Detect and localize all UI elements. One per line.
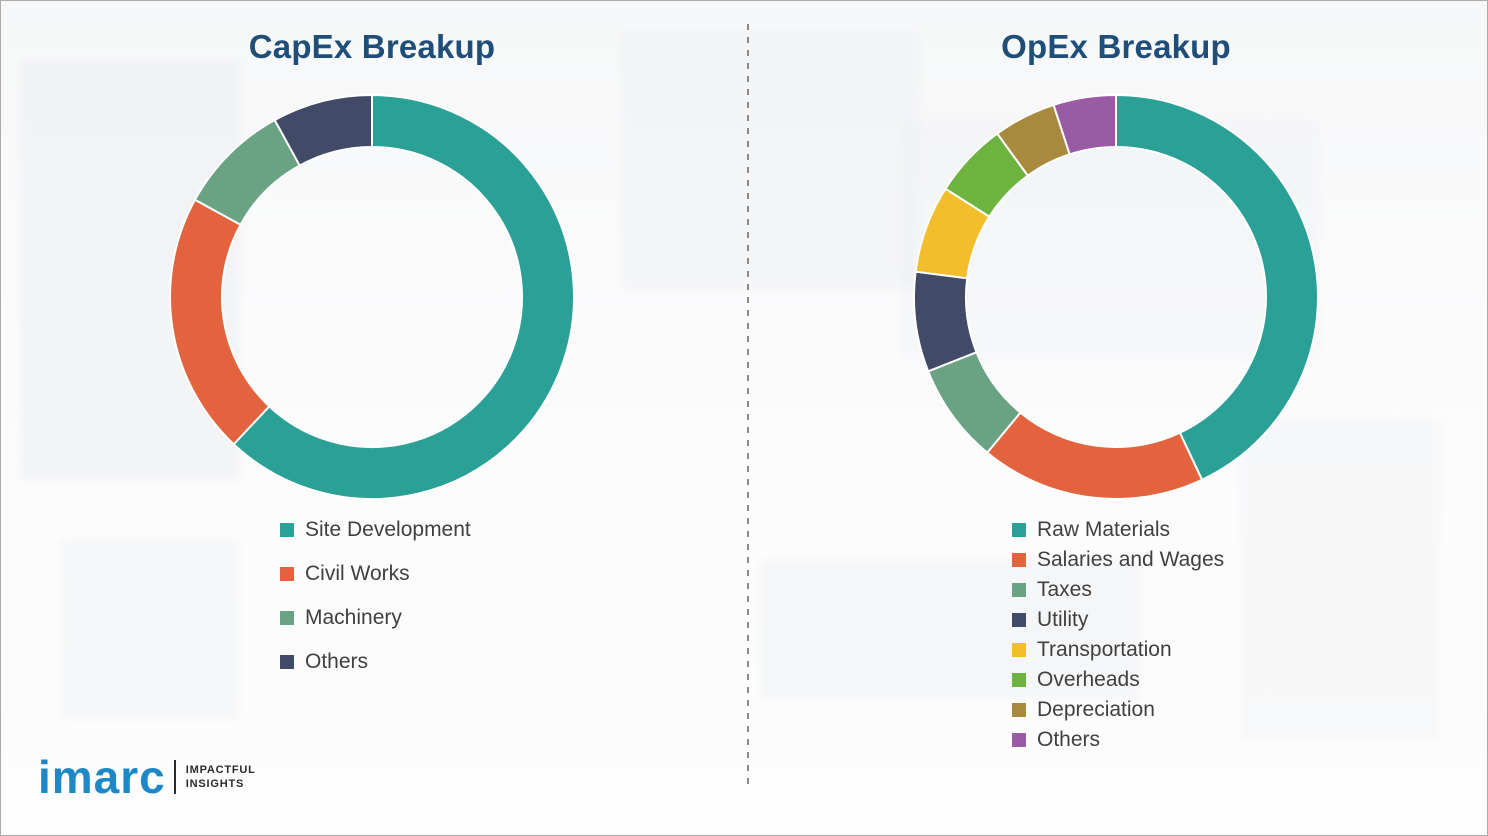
legend-item: Others bbox=[280, 650, 471, 674]
capex-legend: Site Development Civil Works Machinery Othe… bbox=[280, 518, 471, 694]
logo-tagline-line1: IMPACTFUL bbox=[185, 764, 256, 776]
legend-marker bbox=[280, 611, 294, 625]
legend-marker bbox=[1012, 583, 1026, 597]
capex-donut-wrap bbox=[165, 90, 579, 504]
donut-segment-site-development bbox=[232, 93, 575, 500]
legend-marker bbox=[1012, 733, 1026, 747]
donut-segment-others bbox=[273, 93, 373, 167]
capex-panel: CapEx Breakup Site Development Civil Work… bbox=[165, 28, 579, 694]
legend-marker bbox=[280, 523, 294, 537]
legend-item: Depreciation bbox=[1012, 698, 1224, 722]
imarc-wordmark: imarc bbox=[38, 751, 166, 803]
legend-marker bbox=[1012, 553, 1026, 567]
logo-separator bbox=[173, 760, 176, 794]
donut-segment-salaries-and-wages bbox=[985, 411, 1204, 500]
donut-segment-utility bbox=[913, 270, 978, 373]
legend-marker bbox=[280, 567, 294, 581]
legend-item: Transportation bbox=[1012, 638, 1224, 662]
legend-marker bbox=[1012, 673, 1026, 687]
legend-item-label: Salaries and Wages bbox=[1037, 548, 1225, 571]
donut-segment-civil-works bbox=[169, 198, 271, 446]
legend-item-label: Others bbox=[305, 650, 369, 673]
legend-item: Site Development bbox=[280, 518, 471, 542]
legend-item: Salaries and Wages bbox=[1012, 548, 1224, 572]
legend-marker bbox=[280, 655, 294, 669]
legend-marker bbox=[1012, 523, 1026, 537]
legend-marker bbox=[1012, 643, 1026, 657]
opex-donut-wrap bbox=[909, 90, 1323, 504]
legend-item: Taxes bbox=[1012, 578, 1224, 602]
legend-item-label: Others bbox=[1037, 728, 1101, 751]
opex-chart-title: OpEx Breakup bbox=[1001, 28, 1231, 65]
imarc-logo: imarc IMPACTFUL INSIGHTS bbox=[38, 754, 256, 800]
logo-tagline: IMPACTFUL INSIGHTS bbox=[186, 763, 256, 791]
logo-tagline-line2: INSIGHTS bbox=[185, 778, 245, 790]
opex-panel: OpEx Breakup Raw Materials Salaries and W… bbox=[744, 0, 1488, 836]
legend-item-label: Civil Works bbox=[305, 562, 410, 585]
legend-item-label: Utility bbox=[1037, 608, 1089, 631]
legend-marker bbox=[1012, 613, 1026, 627]
opex-legend: Raw Materials Salaries and Wages Taxes Util… bbox=[1012, 518, 1224, 758]
donut-segment-raw-materials bbox=[1115, 93, 1319, 482]
legend-item-label: Site Development bbox=[305, 518, 471, 541]
legend-item-label: Overheads bbox=[1037, 668, 1140, 691]
legend-item: Machinery bbox=[280, 606, 471, 630]
legend-item: Utility bbox=[1012, 608, 1224, 632]
legend-item-label: Transportation bbox=[1037, 638, 1172, 661]
opex-donut-chart bbox=[913, 93, 1319, 500]
legend-item: Others bbox=[1012, 728, 1224, 752]
capex-chart-title: CapEx Breakup bbox=[248, 28, 496, 65]
donut-segment-others bbox=[1052, 93, 1117, 156]
legend-item: Raw Materials bbox=[1012, 518, 1224, 542]
legend-marker bbox=[1012, 703, 1026, 717]
dashed-divider bbox=[747, 24, 749, 790]
legend-item: Overheads bbox=[1012, 668, 1224, 692]
legend-item-label: Taxes bbox=[1037, 578, 1092, 601]
legend-item-label: Depreciation bbox=[1037, 698, 1155, 721]
legend-item: Civil Works bbox=[280, 562, 471, 586]
legend-item-label: Machinery bbox=[305, 606, 402, 629]
legend-item-label: Raw Materials bbox=[1037, 518, 1171, 541]
capex-donut-chart bbox=[169, 93, 575, 500]
